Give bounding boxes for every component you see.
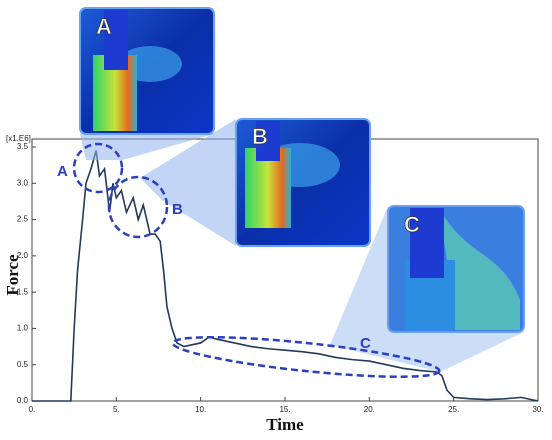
inset-label: B [252, 124, 268, 149]
highlight [171, 336, 441, 378]
x-tick-label: 30. [532, 405, 543, 414]
y-tick-label: 2.5 [17, 215, 29, 224]
connector [140, 119, 236, 246]
y-tick-label: 3.0 [17, 178, 29, 187]
x-tick-label: 20. [364, 405, 375, 414]
y-tick-label: 1.5 [17, 287, 29, 296]
y-unit: [x1.E6] [6, 134, 31, 143]
y-tick-label: 3.5 [17, 142, 29, 151]
highlight [72, 142, 124, 194]
inset-label: A [96, 14, 112, 39]
inset-image: A [79, 7, 215, 135]
data-line [32, 150, 539, 402]
connector [80, 134, 214, 160]
inset-image: C [387, 205, 525, 333]
y-tick-label: 0.0 [17, 396, 29, 405]
annotation: C [360, 335, 371, 352]
highlight [107, 175, 169, 239]
x-axis-title: Time [266, 415, 304, 434]
y-tick-label: 0.5 [17, 360, 29, 369]
inset-image: B [235, 118, 371, 247]
x-tick-label: 10. [195, 405, 206, 414]
x-tick-label: 0. [29, 405, 36, 414]
y-tick-label: 1.0 [17, 324, 29, 333]
y-axis-title: Force [3, 254, 22, 296]
annotation: A [57, 163, 68, 180]
annotation: B [172, 201, 183, 218]
inset-label: C [404, 212, 420, 237]
x-tick-label: 5. [113, 405, 120, 414]
x-tick-label: 25. [448, 405, 459, 414]
x-tick-label: 15. [279, 405, 290, 414]
y-tick-label: 2.0 [17, 251, 29, 260]
